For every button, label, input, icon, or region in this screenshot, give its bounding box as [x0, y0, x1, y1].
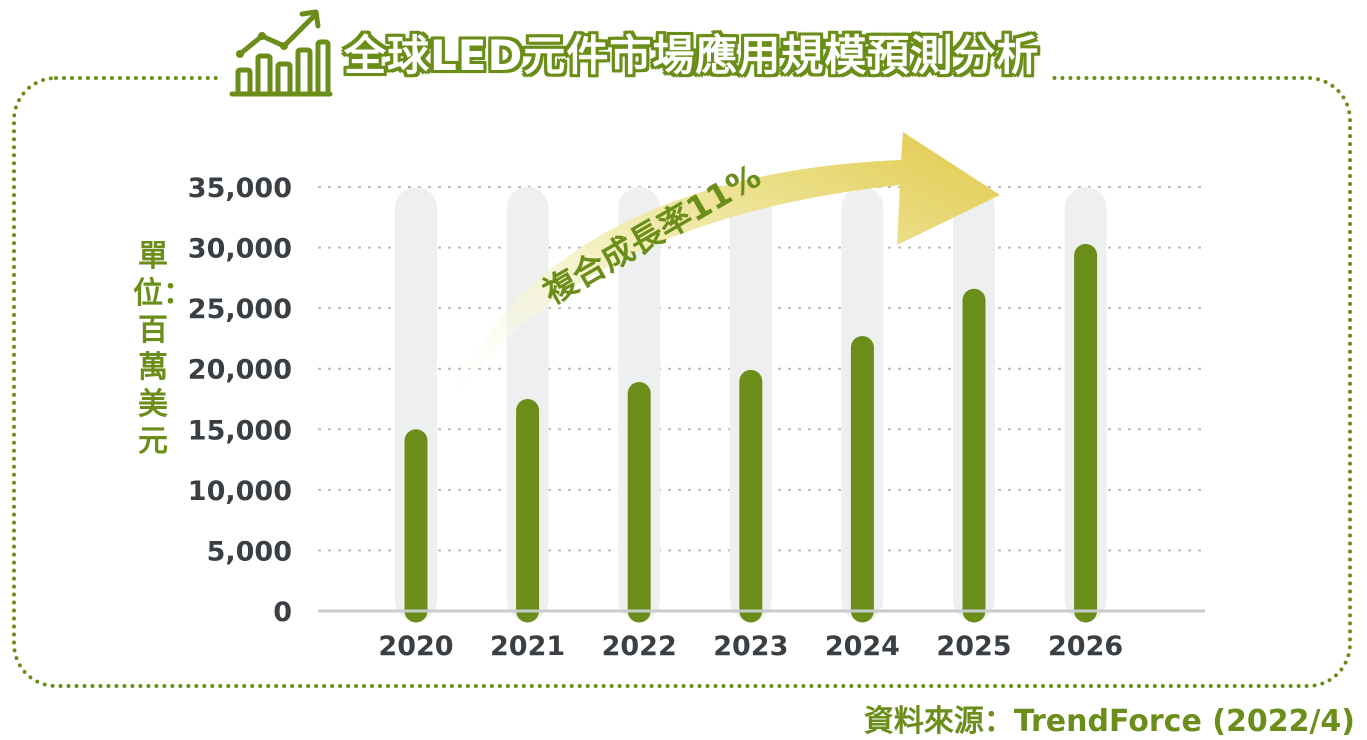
bar-2020: [404, 429, 428, 623]
y-tick-label: 10,000: [188, 476, 292, 507]
x-tick-label: 2021: [490, 631, 565, 662]
y-tick-label: 20,000: [188, 355, 292, 386]
y-tick-label: 35,000: [188, 173, 292, 204]
x-tick-label: 2024: [825, 631, 900, 662]
source-credit: 資料來源：TrendForce (2022/4): [863, 704, 1355, 739]
y-axis-unit-label: 單位：百萬美元: [133, 239, 193, 459]
x-tick-label: 2025: [936, 631, 1011, 662]
growth-arrow: [452, 132, 1000, 404]
bar-2021: [516, 399, 540, 623]
chart-title-banner: 全球LED元件市場應用規模預測分析: [222, 2, 1050, 102]
bar-2025: [962, 288, 986, 623]
y-tick-label: 0: [273, 597, 292, 628]
bar-2023: [739, 369, 763, 623]
x-tick-label: 2026: [1048, 631, 1123, 662]
x-tick-label: 2020: [378, 631, 453, 662]
bar-chart-growth-icon: [229, 9, 333, 97]
y-tick-label: 5,000: [207, 536, 292, 567]
x-tick-label: 2023: [713, 631, 788, 662]
y-tick-label: 25,000: [188, 294, 292, 325]
y-tick-label: 15,000: [188, 415, 292, 446]
bar-2024: [850, 336, 874, 623]
x-tick-label: 2022: [602, 631, 677, 662]
y-tick-label: 30,000: [188, 234, 292, 265]
bar-2022: [627, 382, 651, 623]
chart-title: 全球LED元件市場應用規模預測分析: [344, 30, 1040, 80]
bar-2026: [1074, 243, 1098, 623]
